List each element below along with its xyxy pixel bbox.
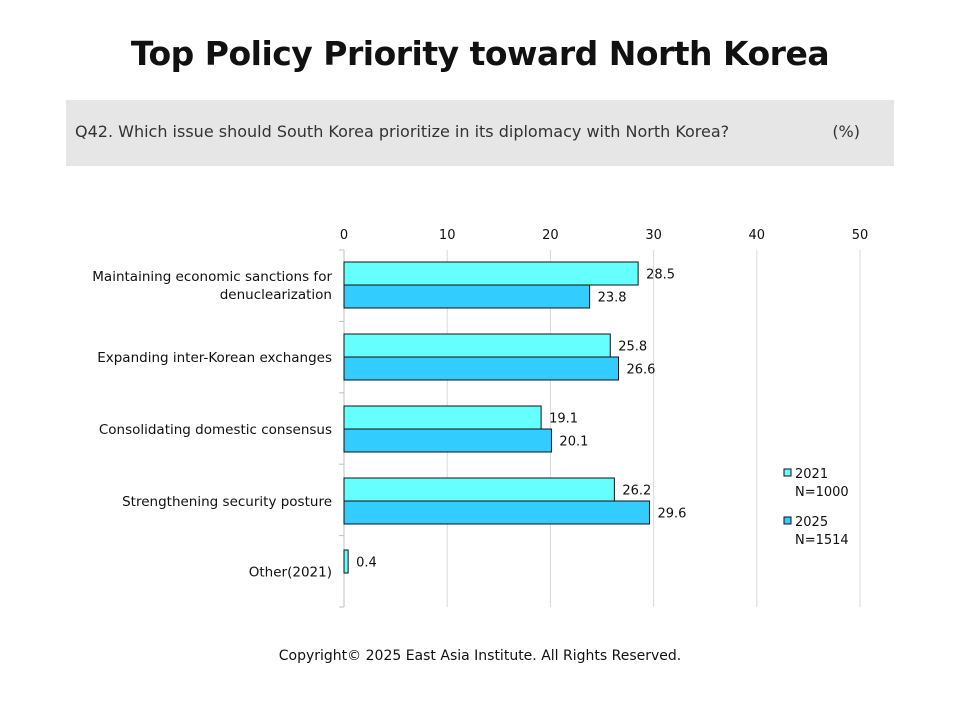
legend-note: N=1000 bbox=[795, 485, 849, 500]
bar-2021 bbox=[343, 477, 615, 502]
bar-value-label: 0.4 bbox=[356, 556, 377, 571]
bar-value-label: 19.1 bbox=[549, 412, 578, 427]
bar-2021 bbox=[343, 333, 611, 358]
x-tick-label: 20 bbox=[542, 228, 559, 243]
question-bar: Q42. Which issue should South Korea prio… bbox=[66, 100, 894, 166]
category-label: Consolidating domestic consensus bbox=[99, 422, 332, 438]
chart-title: Top Policy Priority toward North Korea bbox=[130, 34, 830, 73]
bar-2025 bbox=[343, 284, 591, 309]
bar-2025 bbox=[343, 500, 650, 525]
question-text: Q42. Which issue should South Korea prio… bbox=[75, 122, 730, 141]
x-tick-label: 40 bbox=[749, 228, 766, 243]
unit-label: (%) bbox=[832, 122, 860, 141]
bar-2021 bbox=[343, 261, 639, 286]
bar-2021 bbox=[343, 549, 349, 574]
bar-value-label: 29.6 bbox=[657, 507, 686, 522]
legend-label: 2025 bbox=[795, 515, 828, 530]
category-label: denuclearization bbox=[220, 287, 332, 303]
legend-label: 2021 bbox=[795, 467, 828, 482]
x-tick-label: 50 bbox=[852, 228, 869, 243]
bar-value-label: 25.8 bbox=[618, 340, 647, 355]
category-label: Other(2021) bbox=[249, 565, 332, 581]
bar-value-label: 20.1 bbox=[559, 435, 588, 450]
x-tick-label: 30 bbox=[645, 228, 662, 243]
bar-2025 bbox=[343, 356, 620, 381]
bar-value-label: 28.5 bbox=[646, 268, 675, 283]
bar-value-label: 26.6 bbox=[627, 363, 656, 378]
x-tick-label: 10 bbox=[439, 228, 456, 243]
x-tick-label: 0 bbox=[340, 228, 348, 243]
legend-swatch-2025 bbox=[783, 516, 792, 525]
category-label: Strengthening security posture bbox=[122, 494, 332, 510]
legend-swatch-2021 bbox=[783, 468, 792, 477]
copyright-notice: Copyright© 2025 East Asia Institute. All… bbox=[278, 648, 682, 664]
bar-value-label: 23.8 bbox=[598, 291, 627, 306]
bar-2025 bbox=[343, 428, 552, 453]
bar-2021 bbox=[343, 405, 542, 430]
bar-value-label: 26.2 bbox=[622, 484, 651, 499]
category-label: Expanding inter-Korean exchanges bbox=[97, 350, 332, 366]
legend-note: N=1514 bbox=[795, 533, 849, 548]
category-label: Maintaining economic sanctions for bbox=[92, 269, 332, 285]
